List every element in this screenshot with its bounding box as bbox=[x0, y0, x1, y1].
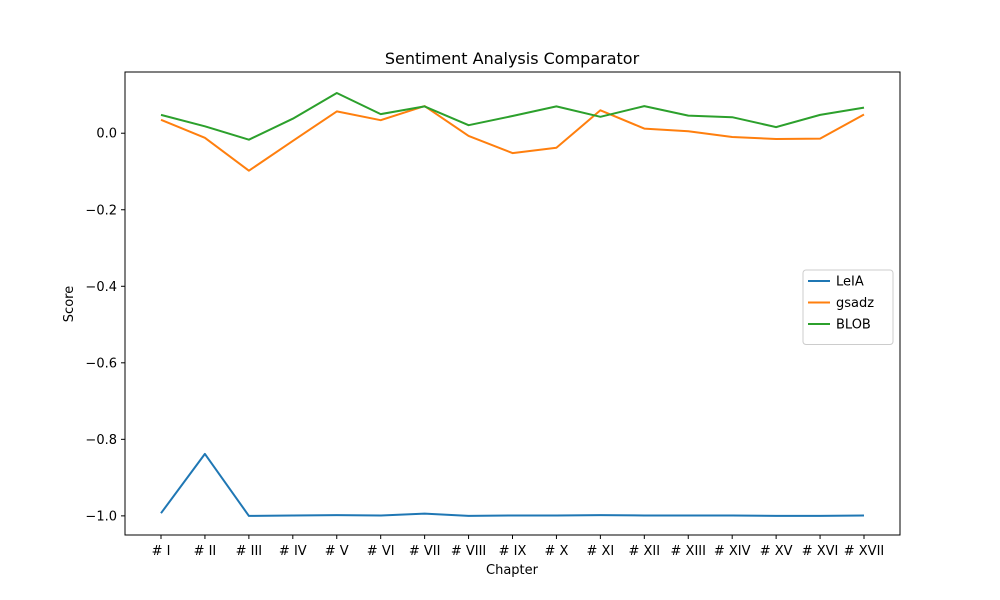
series-line-blob bbox=[160, 92, 865, 141]
series-group bbox=[160, 92, 865, 517]
x-tick-label: # XII bbox=[629, 544, 661, 559]
x-tick-label: # VII bbox=[409, 544, 441, 559]
x-tick-label: # XV bbox=[760, 544, 793, 559]
y-tick-label: −0.6 bbox=[85, 356, 117, 371]
y-tick-label: −0.4 bbox=[85, 280, 117, 295]
x-tick-label: # IV bbox=[279, 544, 307, 559]
x-tick-label: # IX bbox=[499, 544, 527, 559]
legend-box bbox=[802, 269, 894, 345]
x-tick-label: # VIII bbox=[451, 544, 486, 559]
plot-frame bbox=[124, 71, 901, 536]
series-line-gsadz bbox=[160, 105, 865, 172]
x-tick-label: # III bbox=[236, 544, 263, 559]
y-axis-label: Score bbox=[62, 286, 77, 322]
x-tick-label: # XVI bbox=[802, 544, 839, 559]
legend-label: BLOB bbox=[836, 318, 871, 333]
x-tick-label: # VI bbox=[367, 544, 395, 559]
x-tick-label: # XI bbox=[586, 544, 614, 559]
x-tick-label: # X bbox=[544, 544, 568, 559]
x-tick-label: # II bbox=[194, 544, 217, 559]
legend-label: LeIA bbox=[836, 275, 864, 290]
x-tick-label: # XIII bbox=[671, 544, 706, 559]
x-tick-label: # V bbox=[325, 544, 349, 559]
x-tick-label: # I bbox=[152, 544, 171, 559]
y-axis: 0.0 −0.2 −0.4 −0.6 −0.8 −1.0 bbox=[85, 127, 125, 524]
x-tick-label: # XIV bbox=[714, 544, 751, 559]
plot-area bbox=[124, 71, 901, 536]
x-tick-label: # XVII bbox=[844, 544, 885, 559]
legend: LeIA gsadz BLOB bbox=[802, 269, 894, 345]
legend-label: gsadz bbox=[836, 296, 874, 311]
series-line-leia bbox=[160, 452, 865, 517]
chart-title: Sentiment Analysis Comparator bbox=[385, 49, 640, 68]
y-tick-label: −1.0 bbox=[85, 509, 117, 524]
y-tick-label: −0.2 bbox=[85, 203, 117, 218]
x-axis-label: Chapter bbox=[486, 563, 539, 578]
x-axis: # I # II # III # IV # V # VI # VII # VIII # IX # … bbox=[152, 535, 885, 559]
y-tick-label: 0.0 bbox=[96, 127, 117, 142]
y-tick-label: −0.8 bbox=[85, 433, 117, 448]
